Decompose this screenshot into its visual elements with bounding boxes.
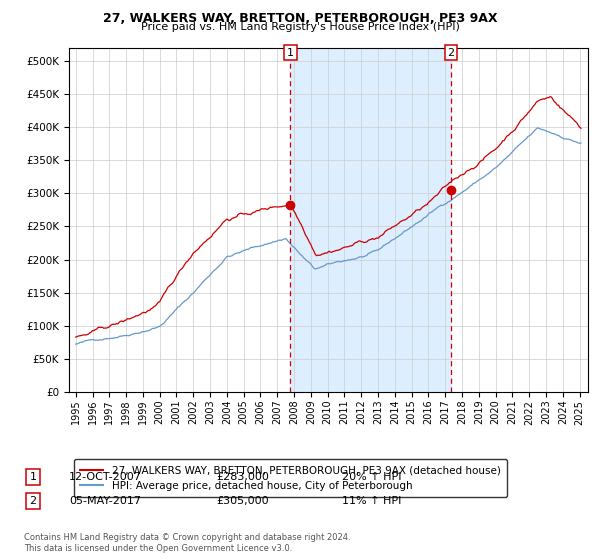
Text: 11% ↑ HPI: 11% ↑ HPI [342,496,401,506]
Text: 1: 1 [287,48,294,58]
Text: 12-OCT-2007: 12-OCT-2007 [69,472,142,482]
Text: Price paid vs. HM Land Registry's House Price Index (HPI): Price paid vs. HM Land Registry's House … [140,22,460,32]
Bar [290,48,451,392]
Text: £283,000: £283,000 [216,472,269,482]
Text: 2: 2 [29,496,37,506]
Text: 05-MAY-2017: 05-MAY-2017 [69,496,141,506]
Text: £305,000: £305,000 [216,496,269,506]
Text: 27, WALKERS WAY, BRETTON, PETERBOROUGH, PE3 9AX: 27, WALKERS WAY, BRETTON, PETERBOROUGH, … [103,12,497,25]
Text: 20% ↑ HPI: 20% ↑ HPI [342,472,401,482]
Text: Contains HM Land Registry data © Crown copyright and database right 2024.
This d: Contains HM Land Registry data © Crown c… [24,533,350,553]
Text: 1: 1 [29,472,37,482]
Legend: 27, WALKERS WAY, BRETTON, PETERBOROUGH, PE3 9AX (detached house), HPI: Average p: 27, WALKERS WAY, BRETTON, PETERBOROUGH, … [74,459,507,497]
Text: 2: 2 [448,48,455,58]
